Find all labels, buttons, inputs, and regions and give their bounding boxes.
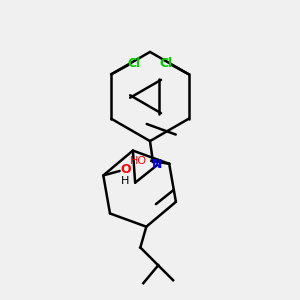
Text: HO: HO [130, 156, 147, 166]
Text: Cl: Cl [160, 57, 173, 70]
Text: Cl: Cl [127, 57, 140, 70]
Text: O: O [120, 163, 131, 176]
Text: H: H [121, 176, 129, 186]
Text: N: N [152, 158, 163, 171]
